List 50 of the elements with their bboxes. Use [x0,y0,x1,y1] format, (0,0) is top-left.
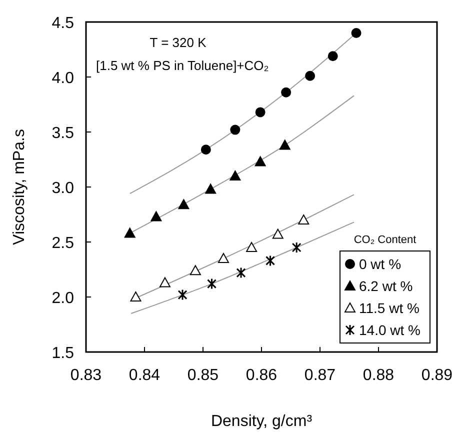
y-tick-label: 2.5 [52,235,74,252]
point [328,51,338,62]
point [124,228,136,238]
point [150,211,162,222]
point [246,242,258,252]
point [351,28,362,38]
x-tick-label: 0.86 [246,367,278,384]
point [159,277,170,288]
line-series [130,222,354,314]
y-tick-label: 3.5 [52,125,74,142]
point [190,265,201,276]
x-tick-label: 0.89 [421,367,453,384]
x-tick-label: 0.88 [362,367,394,384]
point [236,267,246,279]
y-tick-label: 4.5 [52,15,74,32]
point [178,289,188,301]
legend-label: 0 wt % [359,256,402,272]
legend-label: 11.5 wt % [359,300,420,316]
point [218,253,229,263]
y-tick-label: 3.0 [52,180,74,197]
x-tick-label: 0.83 [70,367,102,384]
point [255,107,266,118]
x-tick-label: 0.87 [304,367,336,384]
y-tick-label: 1.5 [52,345,74,362]
x-tick-label: 0.84 [128,367,160,384]
point [200,144,211,155]
y-axis-title: Viscosity, mPa.s [11,129,28,245]
y-tick-label: 2.0 [52,290,74,307]
point [281,87,292,98]
point [298,214,310,224]
point [292,242,302,254]
annotation: T = 320 K [150,35,207,50]
point [130,292,142,302]
point [230,124,240,135]
y-tick-label: 4.0 [52,70,74,87]
point [305,70,316,81]
point [230,170,241,180]
point [279,140,290,150]
legend-title: CO₂ Content [354,234,416,246]
legend-label: 14.0 wt % [359,322,420,338]
legend-label: 6.2 wt % [359,278,413,294]
x-tick-label: 0.85 [187,367,219,384]
point [178,199,190,210]
point [205,184,216,194]
point [254,156,266,166]
annotation: [1.5 wt % PS in Toluene]+CO₂ [96,58,269,73]
point [266,254,276,266]
point [272,228,284,239]
x-axis-title: Density, g/cm³ [210,413,313,430]
point [207,278,217,290]
